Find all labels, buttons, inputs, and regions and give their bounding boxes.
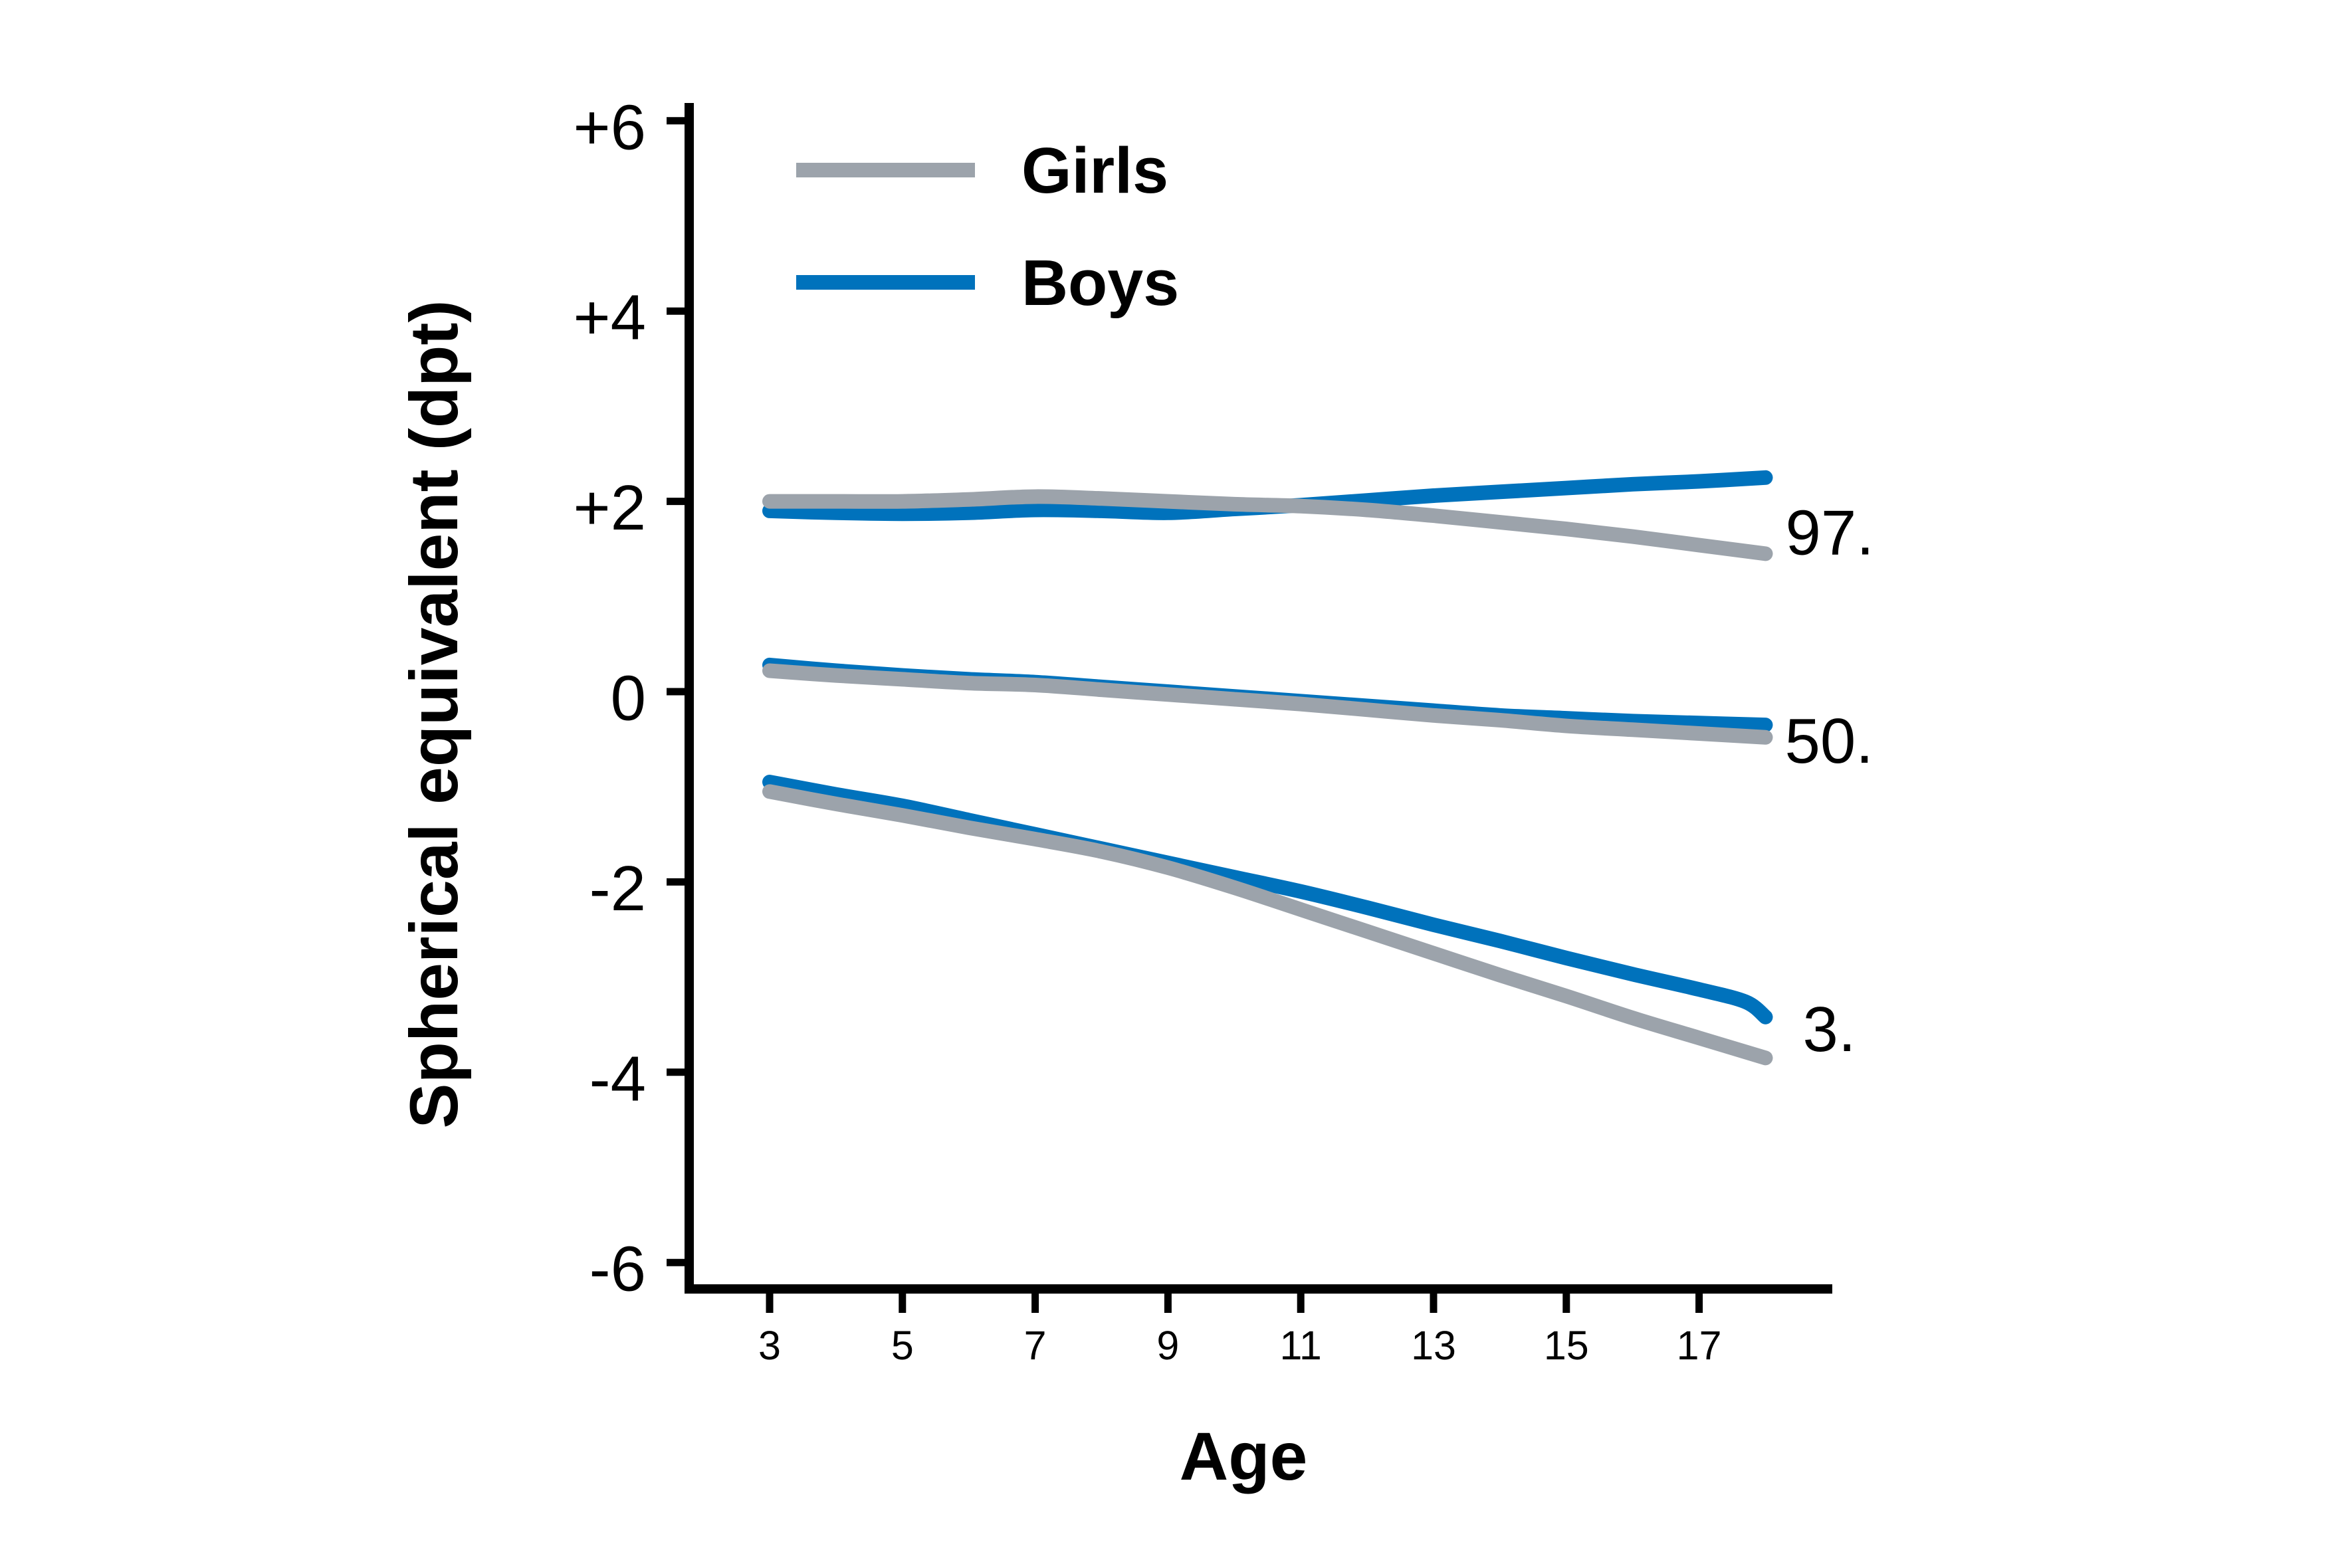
series-line-boys-3 [762,775,1773,1025]
x-tick-label: 15 [1544,1323,1589,1368]
y-tick-label: +4 [574,282,646,353]
x-tick-labels: 3 5 7 9 11 13 15 17 [758,1323,1721,1368]
series-layer [762,470,1773,1066]
series-line-girls-97 [762,489,1773,561]
y-tick-label: +2 [574,472,646,543]
series-line-girls-50 [762,663,1773,745]
x-tick-marks [766,1294,1703,1313]
x-tick-label: 7 [1024,1323,1047,1368]
percentile-label: 50. [1784,706,1873,777]
y-tick-labels: +6 +4 +2 0 -2 -4 -6 [574,92,646,1304]
legend: Girls Boys [796,134,1179,319]
y-tick-label: -2 [589,853,646,924]
x-tick-label: 3 [758,1323,781,1368]
x-tick-label: 13 [1411,1323,1456,1368]
legend-label-girls: Girls [1021,134,1168,207]
percentile-label: 3. [1802,994,1856,1065]
y-tick-label: 0 [611,663,646,734]
x-tick-label: 5 [891,1323,914,1368]
y-tick-marks [667,117,685,1266]
percentile-labels: 97. 50. 3. [1784,497,1873,1065]
x-tick-label: 9 [1156,1323,1179,1368]
y-tick-label: -4 [589,1043,646,1114]
legend-label-boys: Boys [1021,246,1179,319]
axes [685,103,1832,1294]
x-tick-label: 17 [1677,1323,1722,1368]
y-tick-label: -6 [589,1234,646,1305]
series-line-girls-3 [762,784,1773,1066]
y-axis-title: Spherical equivalent (dpt) [396,300,472,1129]
y-tick-label: +6 [574,92,646,163]
x-tick-label: 11 [1280,1323,1322,1368]
percentile-label: 97. [1785,497,1873,568]
x-axis-title: Age [1180,1419,1308,1494]
